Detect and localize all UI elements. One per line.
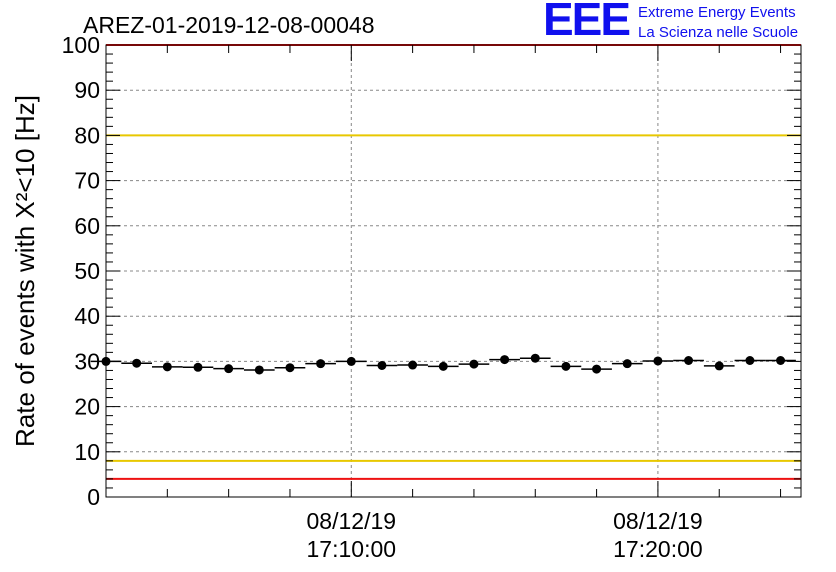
- data-point: [592, 364, 602, 374]
- y-tick-label: 0: [87, 484, 100, 510]
- x-tick-label-time: 17:20:00: [613, 536, 703, 562]
- data-point: [224, 364, 234, 374]
- x-tick-label-time: 17:10:00: [307, 536, 397, 562]
- logo-line-1: Extreme Energy Events: [638, 4, 796, 21]
- data-point: [162, 362, 172, 372]
- data-point: [408, 360, 418, 370]
- y-tick-label: 70: [74, 168, 100, 194]
- data-point: [132, 358, 142, 368]
- y-tick-label: 100: [62, 32, 100, 58]
- data-point: [254, 365, 264, 375]
- data-point: [530, 353, 540, 363]
- data-point: [561, 361, 571, 371]
- data-point: [776, 355, 786, 365]
- y-axis-label: Rate of events with X²<10 [Hz]: [10, 95, 40, 447]
- reference-lines: [106, 44, 801, 480]
- y-tick-label: 20: [74, 394, 100, 420]
- grid-lines: [106, 45, 801, 497]
- data-point: [346, 356, 356, 366]
- y-tick-label: 80: [74, 122, 100, 148]
- y-tick-label: 40: [74, 303, 100, 329]
- data-point: [500, 355, 510, 365]
- data-point: [377, 360, 387, 370]
- x-tick-label-date: 08/12/19: [307, 508, 397, 534]
- y-tick-label: 30: [74, 348, 100, 374]
- eee-logo: EEE: [543, 0, 631, 45]
- data-point: [745, 355, 755, 365]
- data-point: [285, 363, 295, 373]
- data-point: [469, 359, 479, 369]
- data-point: [193, 362, 203, 372]
- y-tick-label: 10: [74, 439, 100, 465]
- chart-title: AREZ-01-2019-12-08-00048: [83, 12, 375, 38]
- data-point: [622, 359, 632, 369]
- y-tick-label: 50: [74, 258, 100, 284]
- y-tick-label: 60: [74, 213, 100, 239]
- data-point: [684, 355, 694, 365]
- data-point: [714, 361, 724, 371]
- data-point: [438, 361, 448, 371]
- y-tick-label: 90: [74, 77, 100, 103]
- logo-line-2: La Scienza nelle Scuole: [638, 24, 799, 41]
- data-series: [90, 353, 796, 375]
- data-point: [653, 356, 663, 366]
- x-tick-label-date: 08/12/19: [613, 508, 703, 534]
- plot-frame: [105, 44, 802, 498]
- axes: 010203040506070809010008/12/1917:10:0008…: [62, 32, 802, 562]
- data-point: [316, 359, 326, 369]
